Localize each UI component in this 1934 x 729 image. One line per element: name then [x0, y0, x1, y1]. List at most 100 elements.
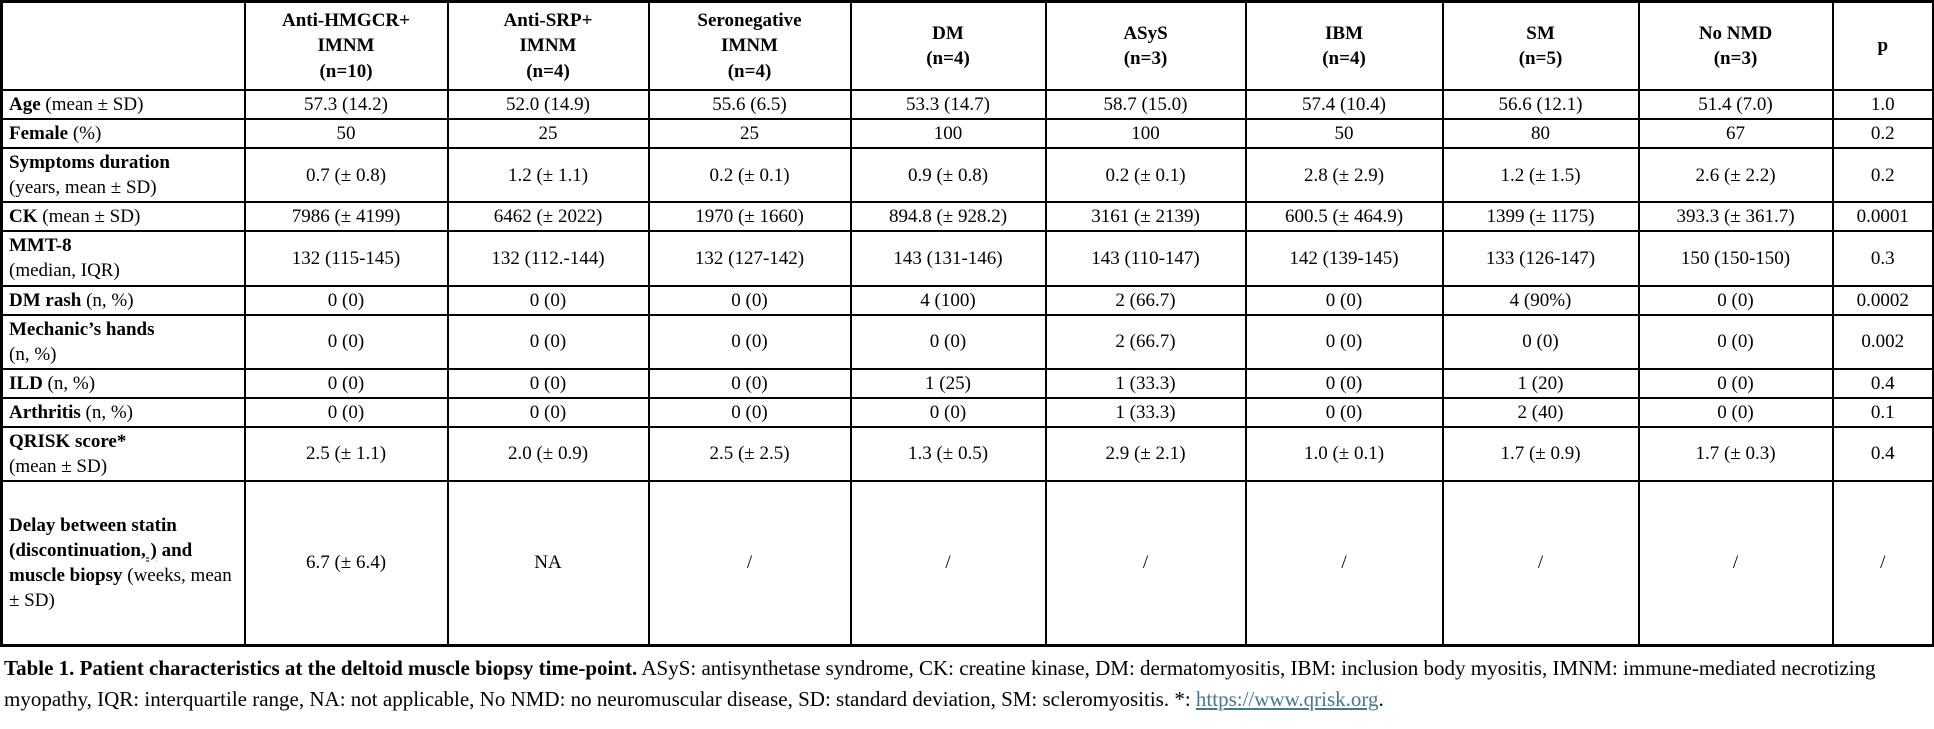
row-label-part: Age — [9, 94, 46, 115]
value-cell: 0.4 — [1831, 367, 1934, 399]
header-cell: p — [1831, 0, 1934, 91]
caption-abbreviations: ASyS: antisynthetase syndrome, CK: creat… — [4, 655, 1876, 712]
value-cell: 57.4 (10.4) — [1244, 88, 1444, 121]
value-cell: 1399 (± 1175) — [1441, 201, 1640, 233]
row-label-part: (weeks, mean ± SD) — [9, 564, 232, 611]
row-label-part: CK — [9, 206, 43, 228]
value-cell: 0 (0) — [446, 367, 650, 399]
value-cell: 2.6 (± 2.2) — [1637, 147, 1834, 204]
value-cell: 2 (40) — [1441, 396, 1640, 428]
header-cell: Anti-SRP+ IMNM (n=4) — [446, 0, 650, 91]
value-cell: 0 (0) — [446, 284, 650, 316]
value-cell: 6.7 (± 6.4) — [243, 480, 449, 647]
row-label-part: Delay between statin (discontinuation — [9, 514, 177, 561]
row-label-part: ILD — [9, 372, 48, 394]
value-cell: 25 — [446, 118, 650, 150]
qrisk-link[interactable]: https://www.qrisk.org — [1195, 687, 1379, 712]
row-label-part: (mean ± SD) — [42, 206, 141, 228]
value-cell: 2 (66.7) — [1044, 313, 1247, 370]
value-cell: / — [1244, 480, 1444, 647]
header-cell: Seronegative IMNM (n=4) — [647, 0, 852, 91]
value-cell: 150 (150-150) — [1637, 230, 1834, 287]
value-cell: / — [849, 480, 1047, 647]
table-row: ILD (n, %) 0 (0) 0 (0) 0 (0) 1 (25) 1 (33.3) 0… — [0, 367, 1934, 399]
table-header-row: Anti-HMGCR+ IMNM (n=10) Anti-SRP+ IMNM (n… — [0, 0, 1934, 91]
header-cell-empty — [0, 0, 246, 91]
value-cell: 0 (0) — [1637, 367, 1834, 399]
value-cell: 7986 (± 4199) — [243, 201, 449, 233]
row-label-cell: CK (mean ± SD) — [0, 201, 246, 233]
value-cell: 1.2 (± 1.1) — [446, 147, 650, 204]
value-cell: 0.0002 — [1831, 284, 1934, 316]
value-cell: 0 (0) — [647, 367, 852, 399]
value-cell: 0 (0) — [1637, 313, 1834, 370]
value-cell: 0.9 (± 0.8) — [849, 147, 1047, 204]
value-cell: 0 (0) — [647, 396, 852, 428]
value-cell: 0 (0) — [243, 313, 449, 370]
row-label-part: (mean ± SD) — [45, 94, 144, 115]
value-cell: 4 (90%) — [1441, 284, 1640, 316]
value-cell: 3161 (± 2139) — [1044, 201, 1247, 233]
value-cell: 2.8 (± 2.9) — [1244, 147, 1444, 204]
value-cell: 6462 (± 2022) — [446, 201, 650, 233]
row-label-part: (mean ± SD) — [9, 456, 108, 478]
value-cell: 0.0001 — [1831, 201, 1934, 233]
value-cell: 0.4 — [1831, 425, 1934, 483]
header-cell: No NMD (n=3) — [1637, 0, 1834, 91]
value-cell: 2.5 (± 2.5) — [647, 425, 852, 483]
row-label-cell: Delay between statin (discontinuation, )… — [0, 480, 246, 647]
value-cell: 56.6 (12.1) — [1441, 88, 1640, 121]
value-cell: 25 — [647, 118, 852, 150]
value-cell: 0 (0) — [1244, 313, 1444, 370]
value-cell: 0 (0) — [243, 396, 449, 428]
value-cell: 1.7 (± 0.9) — [1441, 425, 1640, 483]
value-cell: 1.0 — [1831, 88, 1934, 121]
value-cell: 1 (33.3) — [1044, 367, 1247, 399]
value-cell: 0 (0) — [1244, 367, 1444, 399]
value-cell: 0 (0) — [446, 313, 650, 370]
value-cell: 58.7 (15.0) — [1044, 88, 1247, 121]
value-cell: 0 (0) — [849, 313, 1047, 370]
header-cell: Anti-HMGCR+ IMNM (n=10) — [243, 0, 449, 91]
value-cell: 0.7 (± 0.8) — [243, 147, 449, 204]
row-label-part: (n, %) — [47, 372, 96, 394]
row-label-part: (years, mean ± SD) — [9, 177, 157, 199]
header-cell: ASyS (n=3) — [1044, 0, 1247, 91]
caption-period: . — [1378, 687, 1384, 712]
value-cell: 4 (100) — [849, 284, 1047, 316]
table-row: Mechanic’s hands (n, %) 0 (0) 0 (0) 0 (0) 0 … — [0, 313, 1934, 370]
table-row: Symptoms duration (years, mean ± SD) 0.7 … — [0, 147, 1934, 204]
value-cell: 0.2 (± 0.1) — [647, 147, 852, 204]
header-cell: DM (n=4) — [849, 0, 1047, 91]
value-cell: 1.3 (± 0.5) — [849, 425, 1047, 483]
value-cell: 50 — [243, 118, 449, 150]
value-cell: 2.9 (± 2.1) — [1044, 425, 1247, 483]
value-cell: / — [1637, 480, 1834, 647]
value-cell: 142 (139-145) — [1244, 230, 1444, 287]
table-row: Age (mean ± SD) 57.3 (14.2) 52.0 (14.9) 55.… — [0, 88, 1934, 121]
header-row: Anti-HMGCR+ IMNM (n=10) Anti-SRP+ IMNM (n… — [0, 0, 1934, 91]
header-cell: SM (n=5) — [1441, 0, 1640, 91]
value-cell: 1 (25) — [849, 367, 1047, 399]
row-label-cell: Age (mean ± SD) — [0, 88, 246, 121]
row-label-part: QRISK score* — [9, 430, 127, 452]
value-cell: 0 (0) — [243, 284, 449, 316]
value-cell: 1 (33.3) — [1044, 396, 1247, 428]
table-row: CK (mean ± SD) 7986 (± 4199) 6462 (± 2022)… — [0, 201, 1934, 233]
row-label-part: , ) — [140, 539, 157, 561]
row-label-part: MMT-8 — [9, 235, 72, 257]
value-cell: 0 (0) — [1441, 313, 1640, 370]
value-cell: 132 (112.-144) — [446, 230, 650, 287]
value-cell: 132 (127-142) — [647, 230, 852, 287]
value-cell: / — [1831, 480, 1934, 647]
table-row: Female (%) 50 25 25 100 100 50 80 67 0.2 — [0, 118, 1934, 150]
row-label-cell: MMT-8 (median, IQR) — [0, 230, 246, 287]
row-label-cell: Symptoms duration (years, mean ± SD) — [0, 147, 246, 204]
value-cell: 0 (0) — [1244, 396, 1444, 428]
value-cell: 143 (110-147) — [1044, 230, 1247, 287]
value-cell: 55.6 (6.5) — [647, 88, 852, 121]
value-cell: 0.2 — [1831, 147, 1934, 204]
value-cell: 67 — [1637, 118, 1834, 150]
value-cell: 100 — [1044, 118, 1247, 150]
value-cell: 1.0 (± 0.1) — [1244, 425, 1444, 483]
